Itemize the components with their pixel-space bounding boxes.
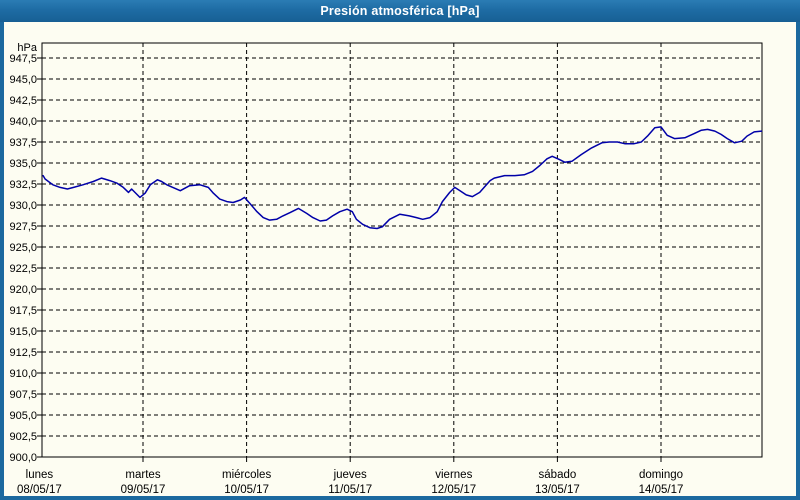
y-axis-tick-label: 935,0	[9, 158, 37, 170]
x-axis-day-label: viernes	[435, 469, 472, 481]
y-axis-tick-label: 920,0	[9, 284, 37, 296]
x-axis-date-label: 14/05/17	[639, 484, 684, 496]
y-axis-tick-label: 907,5	[9, 389, 37, 401]
y-axis-tick-label: 910,0	[9, 368, 37, 380]
y-axis-tick-label: 930,0	[9, 200, 37, 212]
y-axis-tick-label: 925,0	[9, 242, 37, 254]
y-axis-tick-label: 932,5	[9, 179, 37, 191]
y-axis-tick-label: 927,5	[9, 221, 37, 233]
plot-frame	[41, 42, 763, 458]
x-axis-day-label: jueves	[333, 469, 367, 481]
window-title: Presión atmosférica [hPa]	[320, 4, 480, 18]
y-axis-tick-label: 917,5	[9, 305, 37, 317]
y-axis-tick-label: 900,0	[9, 452, 37, 464]
chart-panel: 947,5 945,0 942,5 940,0 937,5 935,0 932,5 930,0…	[4, 22, 796, 496]
y-axis-tick-label: 912,5	[9, 347, 37, 359]
y-axis-tick-label: 922,5	[9, 263, 37, 275]
pressure-line	[42, 126, 763, 230]
y-axis-tick-label: 947,5	[9, 53, 37, 65]
x-axis-day-label: miércoles	[222, 469, 271, 481]
x-axis-date-label: 13/05/17	[535, 484, 580, 496]
y-axis-tick-label: 902,5	[9, 431, 37, 443]
y-axis-tick-label: 937,5	[9, 137, 37, 149]
y-axis-tick-label: 940,0	[9, 116, 37, 128]
y-axis-tick-label: 915,0	[9, 326, 37, 338]
x-axis-day-label: lunes	[26, 469, 54, 481]
x-axis-date-label: 10/05/17	[224, 484, 269, 496]
window-titlebar: Presión atmosférica [hPa]	[0, 0, 800, 22]
x-axis-day-label: domingo	[639, 469, 683, 481]
y-axis-unit-label: hPa	[17, 42, 37, 54]
x-axis-date-label: 08/05/17	[17, 484, 62, 496]
y-axis-tick-label: 945,0	[9, 74, 37, 86]
x-axis-day-label: martes	[125, 469, 160, 481]
x-axis-day-label: sábado	[539, 469, 577, 481]
pressure-chart: 947,5 945,0 942,5 940,0 937,5 935,0 932,5 930,0…	[9, 42, 763, 496]
x-axis-date-label: 12/05/17	[431, 484, 476, 496]
x-axis-date-label: 09/05/17	[121, 484, 166, 496]
y-axis-tick-label: 905,0	[9, 410, 37, 422]
x-axis-date-label: 11/05/17	[328, 484, 372, 496]
y-axis-tick-label: 942,5	[9, 95, 37, 107]
